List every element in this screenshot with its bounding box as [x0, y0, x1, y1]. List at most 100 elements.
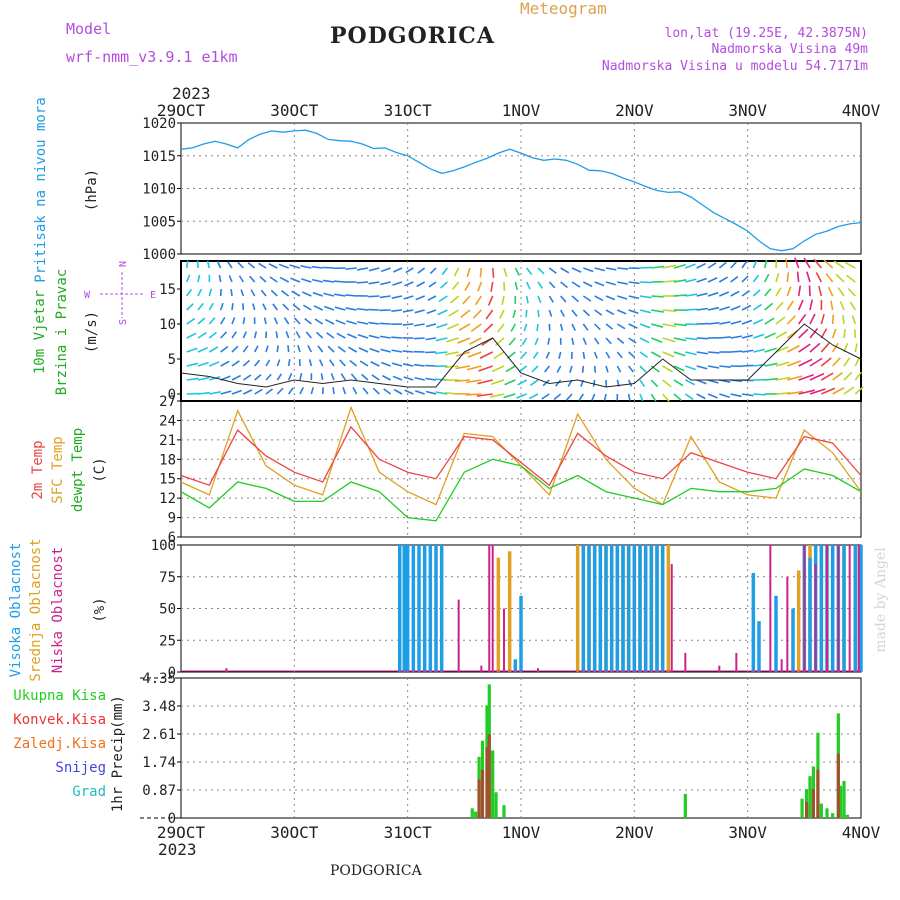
wind-barb	[639, 295, 652, 299]
wind-barb	[405, 267, 414, 274]
cloud-bar	[857, 545, 860, 672]
wind-barb	[323, 292, 335, 297]
wind-barb	[514, 267, 521, 276]
wind-barb	[391, 336, 403, 339]
wind-barb	[427, 295, 437, 301]
wind-barb	[345, 307, 357, 311]
wind-barb	[605, 295, 616, 301]
y-tick-label: 24	[159, 413, 176, 429]
wind-barb	[490, 379, 505, 385]
wind-barb	[287, 345, 290, 353]
bottom-axis-ticks: 29OCT 30OCT 31OCT 1NOV 2NOV 3NOV 4NOV	[157, 823, 881, 842]
cloud-bar	[609, 545, 614, 672]
station-title: PODGORICA	[330, 23, 495, 49]
y-tick-label: 9	[168, 511, 176, 527]
wind-barb	[582, 295, 592, 302]
wind-speed-line	[180, 323, 862, 388]
wind-barb	[582, 337, 587, 345]
precip-total-bar	[819, 803, 823, 818]
wind-barb	[404, 281, 414, 287]
wind-barb	[673, 393, 682, 402]
wind-barb	[662, 309, 677, 313]
precip-conv-bar	[480, 769, 485, 818]
y-tick-label: 3.48	[142, 699, 176, 715]
wind-barb	[491, 267, 495, 278]
cloud-bar	[411, 545, 416, 672]
wind-barb	[503, 393, 516, 399]
wind-barb	[185, 260, 189, 269]
wind-barb	[186, 347, 198, 353]
wind-barb	[391, 295, 403, 299]
wind-barb	[231, 374, 242, 381]
wind-barb	[798, 358, 813, 367]
wind-barb	[786, 300, 794, 311]
wind-barb	[696, 307, 709, 311]
cloud-bar	[643, 545, 648, 672]
bottom-tick-label: 2NOV	[615, 823, 654, 842]
wind-barb	[594, 323, 601, 331]
wind-barb	[361, 373, 369, 381]
wind-barb	[571, 281, 581, 288]
wind-barb	[730, 350, 743, 353]
wind-barb	[764, 347, 777, 353]
wind-barb	[571, 323, 576, 331]
cloud-bar	[757, 621, 761, 672]
wind-barb	[339, 359, 346, 367]
wind-barb	[219, 302, 224, 311]
wind-barb	[718, 261, 727, 269]
wind-barb	[684, 393, 694, 401]
wind-barb	[379, 335, 391, 339]
wind-barb	[537, 309, 540, 318]
wind-barb	[730, 305, 741, 311]
wind-barb	[548, 309, 553, 317]
precip-unit: (mm)	[110, 695, 126, 729]
wind-compass: N W E S	[84, 261, 156, 325]
wind-barb	[231, 345, 239, 353]
wind-barb	[503, 267, 508, 277]
wind-barb	[340, 373, 347, 381]
wind-barb	[320, 373, 324, 381]
wind-barb	[594, 267, 606, 272]
wind-barb	[582, 323, 589, 331]
wind-barb	[337, 345, 346, 353]
wind-barb	[345, 267, 357, 270]
wind-barb	[437, 309, 448, 316]
wind-barb	[466, 365, 482, 371]
wind-barb	[662, 279, 677, 283]
wind-barb	[368, 334, 380, 339]
cloud-bar	[632, 545, 637, 672]
wind-barb	[438, 295, 448, 303]
wind-barb	[220, 345, 229, 353]
wind-barb	[730, 290, 740, 297]
wind-barb	[242, 374, 252, 381]
wind-barb	[775, 331, 788, 339]
wind-barb	[616, 351, 623, 359]
wind-barb	[628, 337, 637, 344]
wind-barb	[237, 261, 244, 269]
wind-barb	[287, 359, 291, 367]
wind-barb	[253, 331, 258, 339]
wind-barb	[628, 281, 640, 285]
wind-barb	[504, 379, 516, 386]
wind-barb	[404, 389, 414, 395]
wind-barb	[426, 309, 437, 315]
coords-text: lon,lat (19.25E, 42.3875N)	[665, 26, 869, 41]
wind-barb	[185, 274, 191, 283]
wind-barb	[559, 309, 565, 317]
top-tick-label: 3NOV	[728, 101, 767, 120]
wind-barb	[845, 274, 856, 283]
wind-barb	[806, 271, 811, 283]
wind-barb	[402, 363, 414, 367]
temp-unit: (C)	[92, 457, 108, 482]
cloud-bar	[592, 545, 597, 672]
y-tick-label: 4.35	[142, 671, 176, 687]
wind-barb	[510, 323, 517, 332]
wind-barb	[707, 321, 720, 325]
wind-barb	[425, 323, 437, 328]
cloud-bar	[581, 545, 586, 672]
wind-barb	[476, 393, 493, 397]
wind-barb	[342, 386, 347, 395]
wind-barb	[719, 306, 730, 311]
wind-barb	[247, 262, 256, 269]
top-tick-label: 2NOV	[615, 101, 654, 120]
